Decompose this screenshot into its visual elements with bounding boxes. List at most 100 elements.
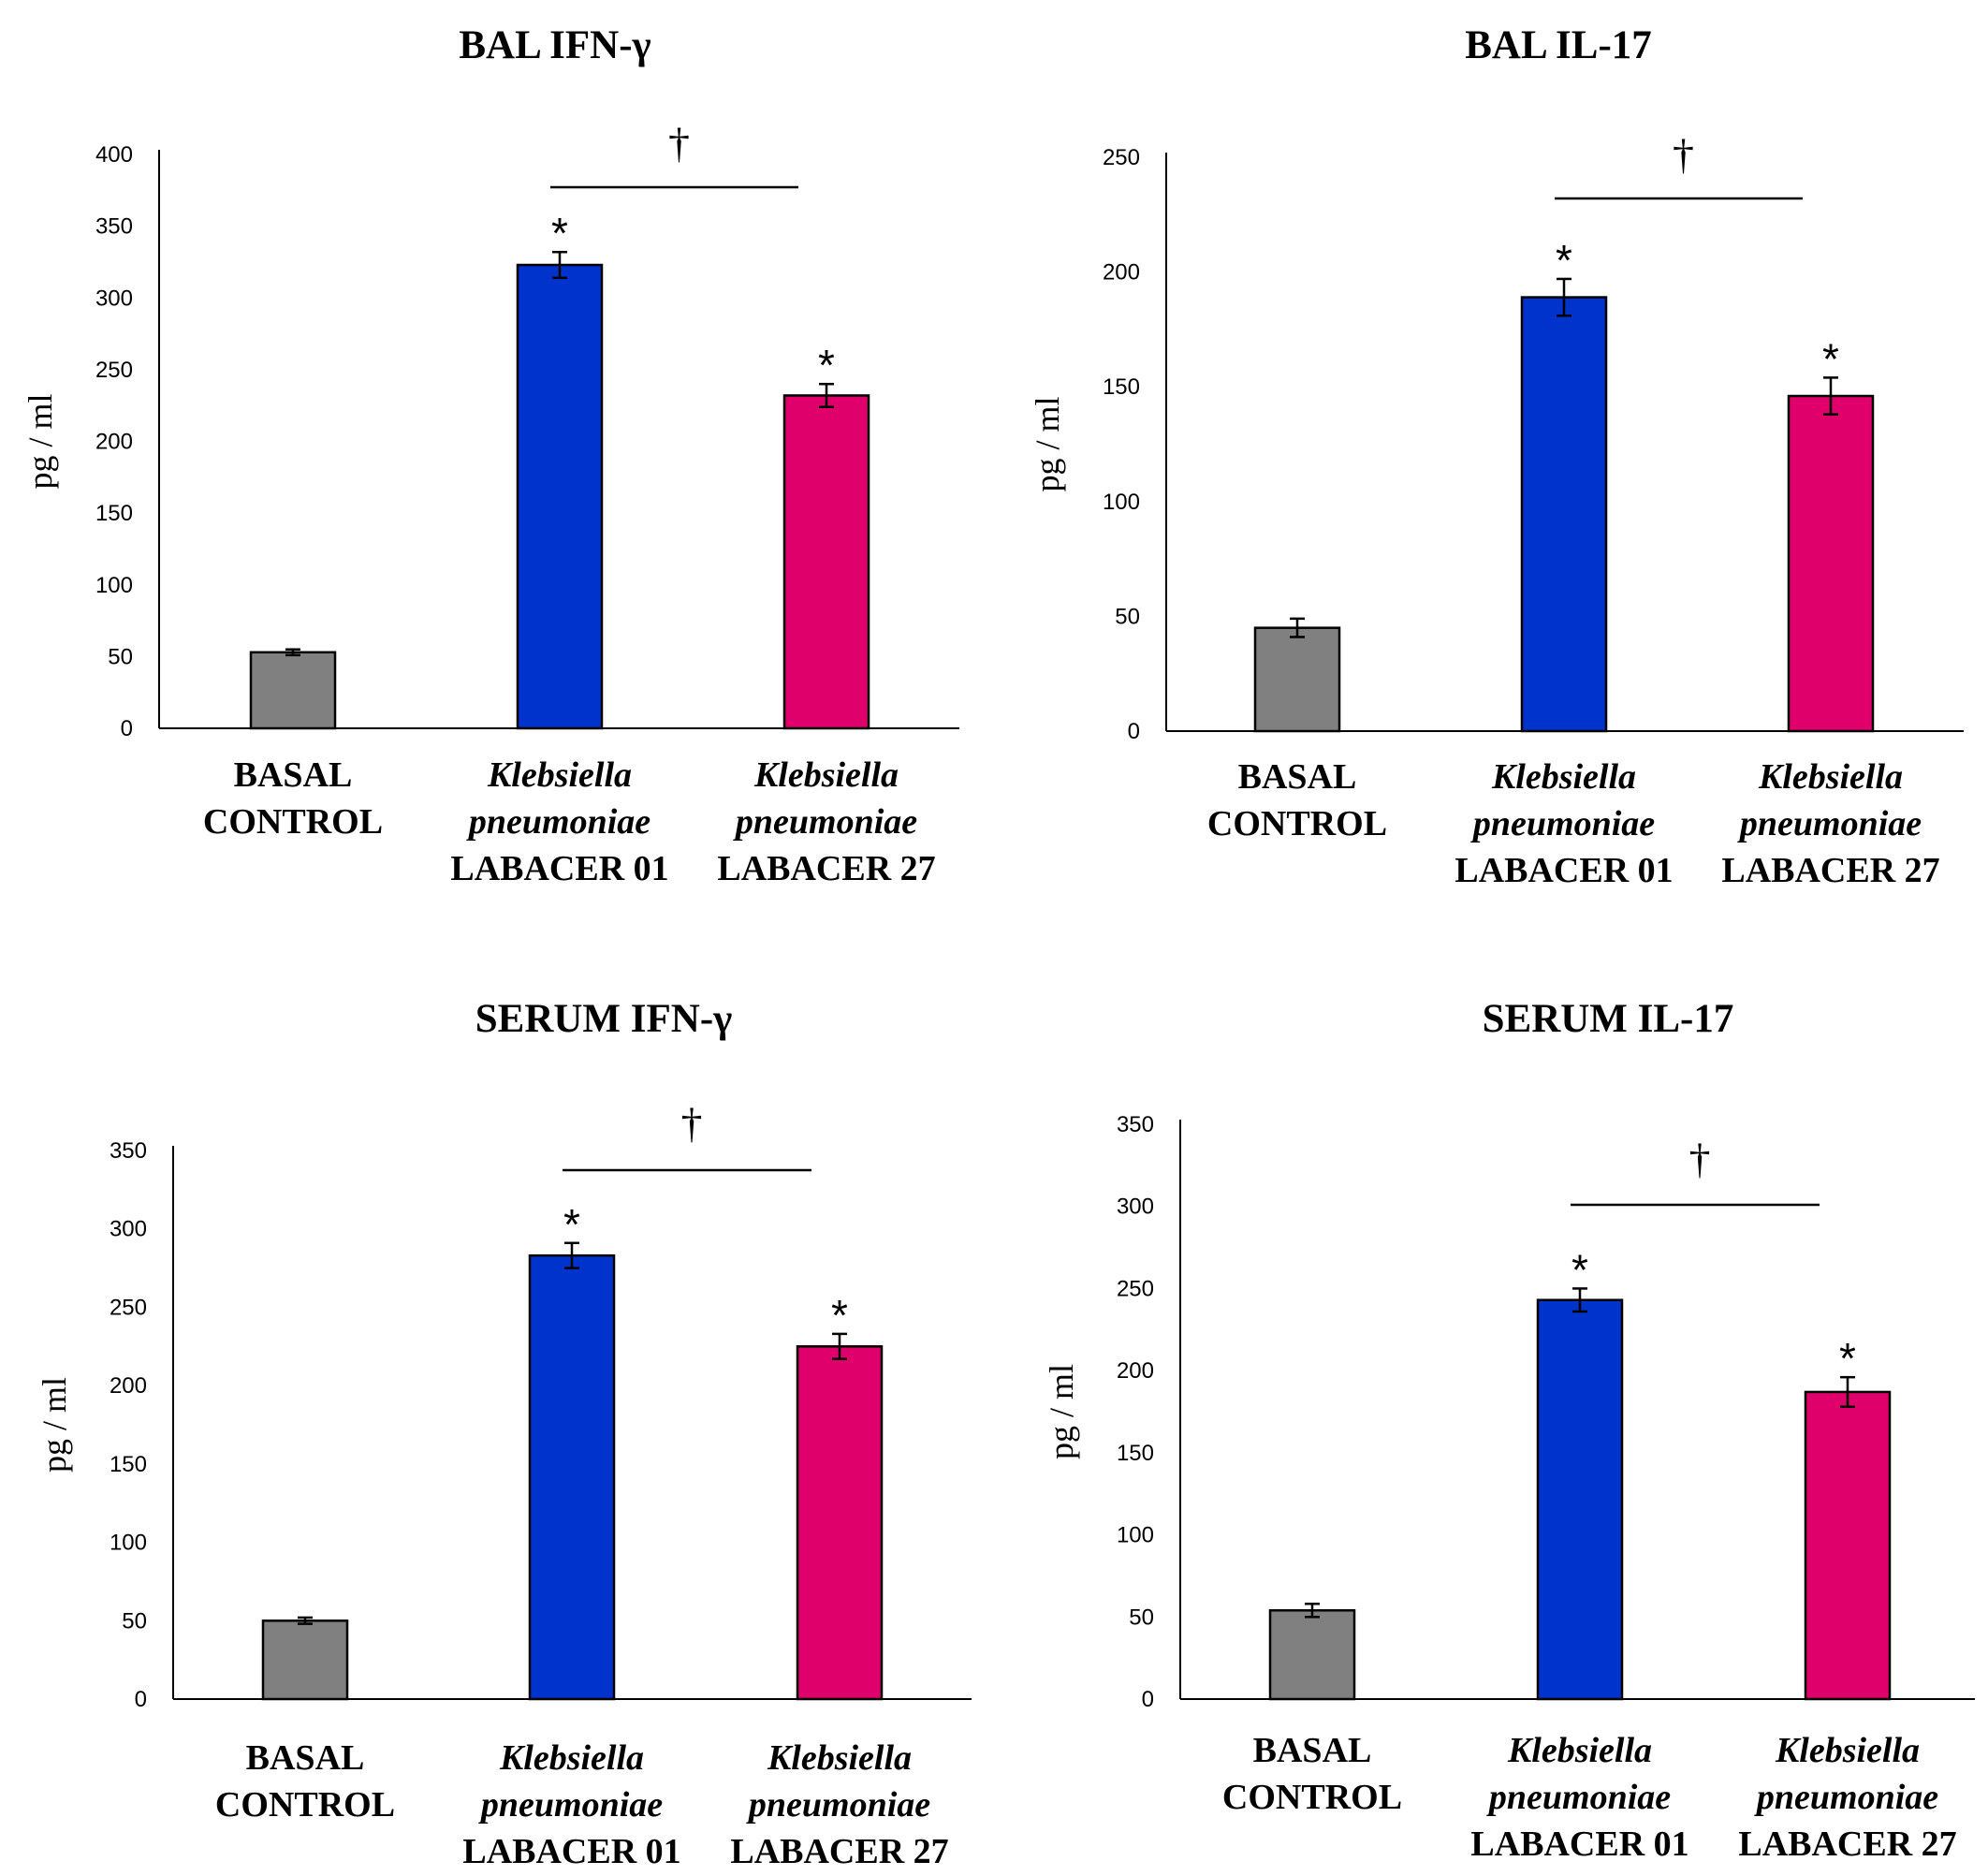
y-tick-label: 100 [1103, 490, 1140, 515]
y-tick-label: 0 [121, 716, 133, 741]
y-tick-label: 200 [110, 1373, 147, 1399]
y-tick-label: 300 [1117, 1194, 1154, 1220]
chart-panel-1: BAL IFN-γ pg / ml 0 50 100 150 200 250 300 350 400… [22, 23, 959, 888]
category-label: pneumoniae [1486, 1778, 1671, 1817]
bar [516, 263, 604, 730]
y-axis-label: pg / ml [1029, 396, 1066, 491]
category-label: LABACER 01 [450, 849, 668, 888]
y-tick-label: 100 [1117, 1523, 1154, 1548]
category-label: Klebsiella [753, 755, 899, 795]
bar [1787, 394, 1875, 733]
bar [1520, 296, 1608, 733]
category-label: Klebsiella [1775, 1731, 1920, 1770]
y-tick-label: 350 [95, 214, 133, 240]
y-axis-label: pg / ml [36, 1377, 73, 1473]
significance-star: * [1839, 1334, 1856, 1383]
bar [1804, 1390, 1892, 1701]
significance-star: * [831, 1291, 848, 1340]
y-tick-label: 100 [95, 573, 133, 598]
category-label: CONTROL [1207, 804, 1387, 843]
category-label: pneumoniae [1470, 804, 1655, 843]
chart-title: BAL IFN-γ [459, 23, 650, 67]
chart-title: SERUM IL-17 [1483, 997, 1734, 1041]
category-label: BASAL [1238, 757, 1357, 797]
bar [796, 1345, 884, 1701]
chart-title: BAL IL-17 [1465, 23, 1652, 67]
y-tick-label: 400 [95, 142, 133, 168]
category-label: LABACER 27 [730, 1832, 948, 1871]
chart-panel-3: SERUM IFN-γ pg / ml 0 50 100 150 200 250 300 350 B… [36, 997, 972, 1871]
bar [1536, 1298, 1624, 1701]
significance-star: * [1556, 236, 1572, 285]
category-label: LABACER 01 [462, 1832, 680, 1871]
category-label: BASAL [1253, 1731, 1372, 1770]
y-axis-label: pg / ml [1043, 1364, 1080, 1459]
category-label: CONTROL [1222, 1778, 1402, 1817]
y-tick-label: 250 [1117, 1276, 1154, 1301]
category-label: pneumoniae [478, 1785, 663, 1825]
y-tick-label: 200 [1103, 260, 1140, 286]
y-tick-label: 250 [110, 1295, 147, 1320]
y-tick-label: 150 [110, 1452, 147, 1477]
chart-panel-4: SERUM IL-17 pg / ml 0 50 100 150 200 250 300 350 B… [1043, 997, 1975, 1864]
category-label: Klebsiella [1491, 757, 1636, 797]
y-tick-label: 100 [110, 1531, 147, 1556]
dagger-symbol: † [1673, 130, 1694, 178]
bar [261, 1620, 349, 1701]
category-label: pneumoniae [1754, 1778, 1938, 1817]
y-tick-label: 50 [108, 644, 133, 669]
y-axis-label: pg / ml [22, 393, 59, 489]
chart-title: SERUM IFN-γ [475, 997, 733, 1041]
category-label: LABACER 01 [1470, 1825, 1688, 1864]
bar [1253, 626, 1341, 733]
category-label: LABACER 27 [717, 849, 935, 888]
significance-star: * [563, 1200, 580, 1249]
y-tick-label: 350 [110, 1138, 147, 1164]
category-label: Klebsiella [1507, 1731, 1652, 1770]
y-tick-label: 0 [135, 1687, 147, 1712]
category-label: LABACER 27 [1738, 1825, 1956, 1864]
chart-panel-2: BAL IL-17 pg / ml 0 50 100 150 200 250 BASAL CONT… [1029, 23, 1964, 890]
category-label: pneumoniae [466, 802, 650, 842]
significance-star: * [1571, 1245, 1588, 1294]
dagger-symbol: † [681, 1099, 703, 1147]
y-tick-label: 0 [1128, 719, 1140, 744]
y-tick-label: 150 [1117, 1441, 1154, 1466]
category-label: BASAL [246, 1738, 365, 1778]
category-label: CONTROL [215, 1785, 395, 1825]
bar [782, 394, 870, 730]
y-tick-label: 50 [122, 1608, 147, 1634]
y-tick-label: 350 [1117, 1112, 1154, 1137]
category-label: CONTROL [203, 802, 383, 842]
y-tick-label: 200 [95, 430, 133, 455]
y-tick-label: 0 [1142, 1687, 1154, 1712]
dagger-symbol: † [1689, 1135, 1711, 1182]
category-label: LABACER 27 [1721, 851, 1939, 890]
category-label: pneumoniae [1737, 804, 1922, 843]
y-tick-label: 300 [95, 286, 133, 311]
y-tick-label: 200 [1117, 1358, 1154, 1384]
bar [528, 1253, 616, 1701]
category-label: Klebsiella [487, 755, 632, 795]
category-label: LABACER 01 [1454, 851, 1673, 890]
y-tick-label: 150 [95, 501, 133, 526]
category-label: pneumoniae [746, 1785, 930, 1825]
category-label: BASAL [234, 755, 353, 795]
y-tick-label: 50 [1115, 604, 1140, 629]
bar [249, 651, 337, 730]
y-tick-label: 250 [95, 358, 133, 383]
significance-star: * [1822, 334, 1839, 383]
y-tick-label: 300 [110, 1217, 147, 1242]
category-label: pneumoniae [733, 802, 917, 842]
category-label: Klebsiella [499, 1738, 644, 1778]
category-label: Klebsiella [1758, 757, 1903, 797]
significance-star: * [551, 209, 568, 257]
significance-star: * [818, 341, 835, 389]
y-tick-label: 50 [1129, 1605, 1154, 1630]
category-label: Klebsiella [767, 1738, 912, 1778]
bar [1268, 1609, 1356, 1701]
dagger-symbol: † [668, 119, 690, 167]
y-tick-label: 250 [1103, 145, 1140, 170]
y-tick-label: 150 [1103, 374, 1140, 400]
